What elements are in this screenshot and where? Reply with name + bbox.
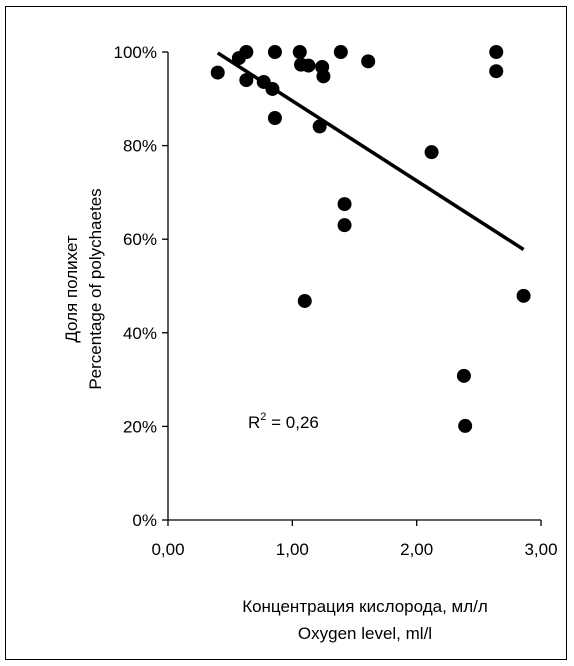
r-squared-annotation: R2 = 0,26	[248, 411, 319, 432]
y-tick-label: 100%	[114, 43, 157, 62]
data-point	[361, 54, 376, 69]
data-point	[239, 45, 254, 59]
data-point	[265, 81, 280, 96]
data-point	[239, 73, 254, 88]
data-point	[333, 45, 348, 59]
r-squared-base: R	[248, 413, 260, 432]
x-axis-ticks: 0,00 1,00 2,00 3,00	[151, 520, 558, 559]
x-tick-label: 1,00	[276, 540, 309, 559]
data-point	[337, 197, 352, 212]
y-tick-label: 60%	[123, 230, 157, 249]
data-point	[210, 65, 225, 80]
plot-area: 0% 20% 40% 60% 80% 100% 0,00 1,00 2,00 3,00 R2 =…	[114, 43, 558, 559]
x-tick-label: 0,00	[151, 540, 184, 559]
x-axis-title-line-1: Концентрация кислорода, мл/л	[242, 597, 488, 616]
x-tick-label: 2,00	[400, 540, 433, 559]
x-tick-label: 3,00	[524, 540, 557, 559]
y-axis-title-line-1: Доля полихет	[62, 235, 81, 343]
data-point	[489, 45, 504, 59]
y-tick-label: 20%	[123, 417, 157, 436]
chart-frame	[5, 6, 567, 660]
data-point	[424, 145, 439, 160]
y-tick-label: 80%	[123, 137, 157, 156]
x-axis-title-line-2: Oxygen level, ml/l	[298, 624, 432, 643]
y-tick-label: 40%	[123, 324, 157, 343]
data-point	[456, 368, 471, 383]
r-squared-superscript: 2	[260, 411, 266, 423]
data-point	[516, 288, 531, 303]
data-point	[458, 418, 473, 433]
data-point	[337, 218, 352, 233]
y-axis-ticks: 0% 20% 40% 60% 80% 100%	[114, 43, 168, 530]
data-point	[267, 110, 282, 125]
data-points	[210, 45, 531, 433]
y-axis-title-line-2: Percentage of polychaetes	[86, 188, 105, 389]
data-point	[292, 45, 307, 59]
data-point	[267, 45, 282, 59]
r-squared-value: = 0,26	[266, 413, 318, 432]
data-point	[312, 119, 327, 134]
y-axis-title: Доля полихет Percentage of polychaetes	[62, 188, 105, 389]
data-point	[489, 64, 504, 79]
data-point	[301, 58, 316, 73]
data-point	[316, 69, 331, 84]
y-tick-label: 0%	[132, 511, 157, 530]
x-axis-title: Концентрация кислорода, мл/л Oxygen leve…	[242, 597, 488, 643]
data-point	[297, 293, 312, 308]
